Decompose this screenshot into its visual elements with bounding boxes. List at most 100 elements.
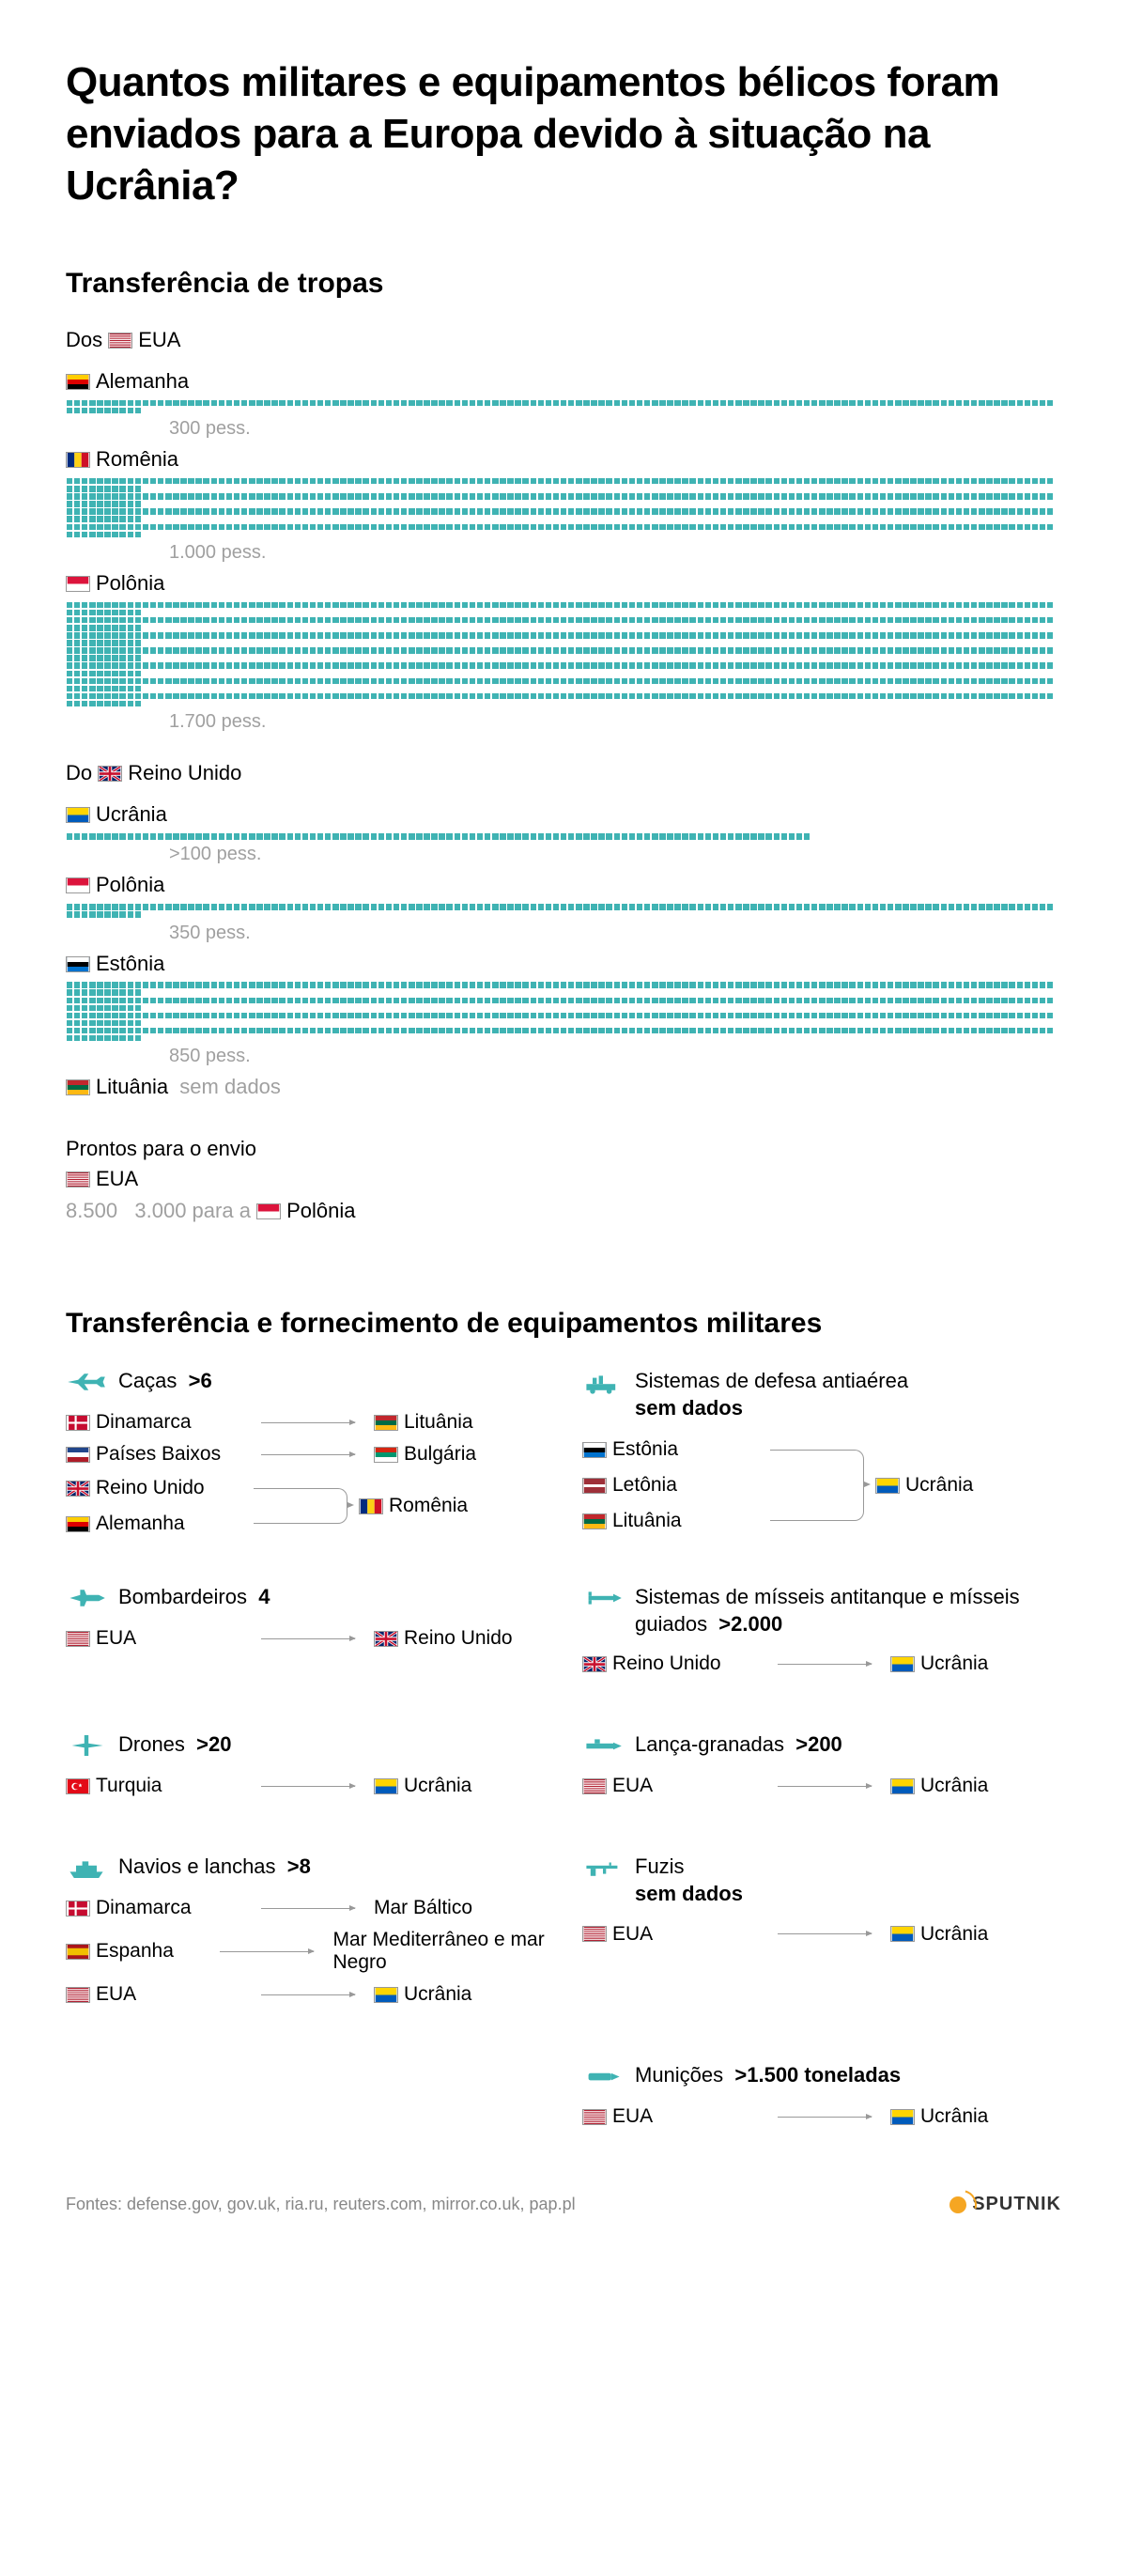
flag-pl <box>66 877 90 893</box>
flag-dk <box>66 1415 90 1431</box>
transfer-row: EUAUcrânia <box>582 1923 1061 1946</box>
flag-ee <box>66 956 90 972</box>
flag-ua <box>875 1478 900 1494</box>
troop-value: 1.000 pess. <box>169 542 1061 564</box>
ammo-icon <box>582 2062 624 2090</box>
arrow-icon <box>261 1786 355 1787</box>
flag-pl <box>256 1203 281 1219</box>
arrow-icon <box>261 1422 355 1423</box>
transfer-row: EUAUcrânia <box>582 2105 1061 2128</box>
flag-uk <box>582 1656 607 1672</box>
aa-icon <box>582 1368 624 1396</box>
flag-ro <box>359 1498 383 1514</box>
flag-ua <box>890 2109 915 2125</box>
flag-us <box>582 1778 607 1794</box>
jet-icon <box>66 1368 107 1396</box>
footer-sources: Fontes: defense.gov, gov.uk, ria.ru, reu… <box>66 2195 576 2214</box>
flag-de <box>66 374 90 390</box>
arrow-icon <box>261 1638 355 1639</box>
troop-value: 300 pess. <box>169 418 1061 440</box>
troop-value: 850 pess. <box>169 1046 1061 1067</box>
bracket-arrow-icon <box>254 1488 347 1524</box>
troop-dest: Ucrânia>100 pess. <box>66 802 1061 865</box>
transfer-row: Países BaixosBulgária <box>66 1443 545 1466</box>
flag-es <box>66 1944 90 1960</box>
transfer-row: DinamarcaMar Báltico <box>66 1897 545 1919</box>
equipment-block: Munições >1.500 toneladas EUAUcrânia <box>582 2062 1061 2137</box>
troop-dest: Romênia1.000 pess. <box>66 447 1061 564</box>
transfer-row: EUAUcrânia <box>66 1983 545 2006</box>
rifle-icon <box>582 1854 624 1882</box>
ready-country: EUA <box>66 1167 1061 1191</box>
arrow-icon <box>261 1454 355 1455</box>
bracket-arrow-icon <box>770 1450 864 1521</box>
equipment-title: Lança-granadas >200 <box>635 1731 1061 1759</box>
brand-logo: SPUTNIK <box>949 2194 1061 2215</box>
flag-us <box>108 333 132 349</box>
ship-icon <box>66 1854 107 1882</box>
footer: Fontes: defense.gov, gov.uk, ria.ru, reu… <box>66 2194 1061 2215</box>
troop-dest: Alemanha300 pess. <box>66 369 1061 440</box>
transfer-row: Reino UnidoUcrânia <box>582 1653 1061 1675</box>
transfer-row: DinamarcaLituânia <box>66 1411 545 1434</box>
troop-value: >100 pess. <box>169 844 1061 865</box>
arrow-icon <box>220 1951 314 1952</box>
equipment-block: Caças >6 DinamarcaLituânia Países BaixosBu… <box>66 1368 545 1537</box>
troop-bar <box>66 477 1061 538</box>
flag-ua <box>890 1778 915 1794</box>
troop-bar <box>66 399 1061 414</box>
arrow-icon <box>778 2117 872 2118</box>
flag-ro <box>66 452 90 468</box>
transfer-row: EUAReino Unido <box>66 1627 545 1650</box>
troop-dest: Lituânia sem dados <box>66 1075 1061 1099</box>
transfer-bracket: Reino UnidoAlemanhaRomênia <box>66 1475 545 1537</box>
transfer-row: EUAUcrânia <box>582 1775 1061 1797</box>
flag-ua <box>374 1778 398 1794</box>
flag-pl <box>66 576 90 592</box>
equipment-title: Bombardeiros 4 <box>118 1584 545 1611</box>
arrow-icon <box>261 1994 355 1995</box>
flag-de <box>66 1516 90 1532</box>
flag-ua <box>890 1656 915 1672</box>
equipment-block: Navios e lanchas >8DinamarcaMar BálticoE… <box>66 1854 545 2015</box>
flag-ua <box>374 1987 398 2003</box>
flag-tr <box>66 1778 90 1794</box>
ready-title: Prontos para o envio <box>66 1137 1061 1161</box>
transfer-row: TurquiaUcrânia <box>66 1775 545 1797</box>
arrow-icon <box>778 1664 872 1665</box>
equipment-block: Sistemas de defesa antiaéreasem dadosEst… <box>582 1368 1061 1537</box>
transfer-row: EspanhaMar Mediterrâneo e mar Negro <box>66 1929 545 1974</box>
equipment-block: Sistemas de mísseis antitanque e mísseis… <box>582 1584 1061 1684</box>
arrow-icon <box>778 1786 872 1787</box>
flag-uk <box>374 1631 398 1647</box>
troop-bar <box>66 982 1061 1043</box>
troop-value: 1.700 pess. <box>169 711 1061 733</box>
missile-icon <box>582 1584 624 1612</box>
troop-source: Do Reino Unido <box>66 761 1061 785</box>
troop-bar <box>66 832 1061 840</box>
troops-section-title: Transferência de tropas <box>66 268 1061 300</box>
flag-lt <box>66 1079 90 1095</box>
flag-nl <box>66 1447 90 1463</box>
ready-values: 8.500 3.000 para a Polônia <box>66 1199 1061 1223</box>
drone-icon <box>66 1731 107 1760</box>
equipment-title: Munições >1.500 toneladas <box>635 2062 1061 2089</box>
equipment-block: Drones >20TurquiaUcrânia <box>66 1731 545 1807</box>
flag-bg <box>374 1447 398 1463</box>
troop-value: 350 pess. <box>169 923 1061 944</box>
flag-lt <box>582 1513 607 1529</box>
flag-us <box>66 1631 90 1647</box>
flag-ua <box>890 1926 915 1942</box>
equipment-section-title: Transferência e fornecimento de equipame… <box>66 1308 1061 1340</box>
flag-lv <box>582 1478 607 1494</box>
troop-source: Dos EUA <box>66 328 1061 352</box>
equipment-title: Caças >6 <box>118 1368 545 1395</box>
ready-section: Prontos para o envio EUA 8.500 3.000 par… <box>66 1137 1061 1223</box>
equipment-title: Fuzissem dados <box>635 1854 1061 1907</box>
equipment-title: Sistemas de mísseis antitanque e mísseis… <box>635 1584 1061 1637</box>
transfer-bracket: EstôniaLetôniaLituâniaUcrânia <box>582 1436 1061 1534</box>
equipment-block: Lança-granadas >200 EUAUcrânia <box>582 1731 1061 1807</box>
equipment-block: Fuzissem dados EUAUcrânia <box>582 1854 1061 2015</box>
troop-dest: Polônia1.700 pess. <box>66 571 1061 733</box>
troop-bar <box>66 601 1061 707</box>
